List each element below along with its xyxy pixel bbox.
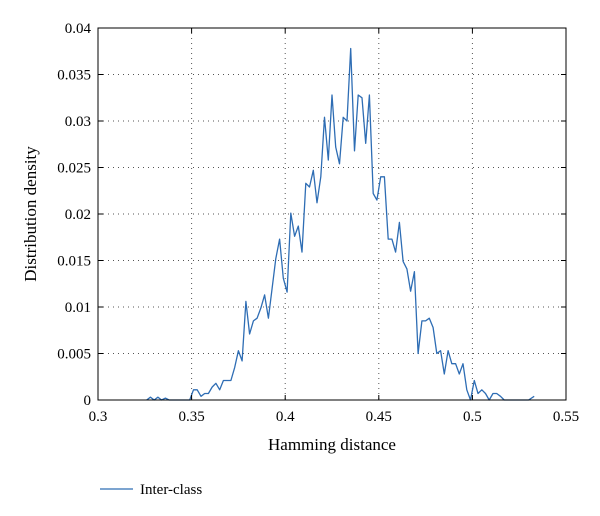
x-tick-label: 0.35 — [178, 409, 204, 425]
x-tick-labels: 0.3 0.35 0.4 0.45 0.5 0.55 — [89, 409, 580, 425]
legend: Inter-class — [100, 482, 202, 498]
x-tick-label: 0.5 — [463, 409, 482, 425]
y-tick-label: 0.015 — [57, 254, 91, 270]
x-axis-title: Hamming distance — [268, 435, 396, 454]
series-layer — [146, 47, 535, 401]
x-tick-label: 0.45 — [366, 409, 392, 425]
legend-label-inter-class: Inter-class — [140, 482, 202, 498]
y-tick-label: 0.03 — [65, 114, 91, 130]
tick-marks — [97, 27, 567, 401]
y-axis-title: Distribution density — [21, 146, 40, 282]
y-tick-label: 0 — [84, 393, 92, 409]
y-tick-label: 0.035 — [57, 68, 91, 84]
x-tick-label: 0.4 — [276, 409, 295, 425]
y-tick-label: 0.025 — [57, 161, 91, 177]
y-tick-label: 0.02 — [65, 207, 91, 223]
y-tick-label: 0.01 — [65, 300, 91, 316]
y-tick-label: 0.04 — [65, 21, 92, 37]
y-tick-labels: 0 0.005 0.01 0.015 0.02 0.025 0.03 0.035 0.04 — [57, 21, 91, 409]
grid-lines — [98, 28, 566, 400]
series-line-inter-class — [146, 47, 535, 401]
x-tick-label: 0.3 — [89, 409, 108, 425]
x-tick-label: 0.55 — [553, 409, 579, 425]
y-tick-label: 0.005 — [57, 347, 91, 363]
